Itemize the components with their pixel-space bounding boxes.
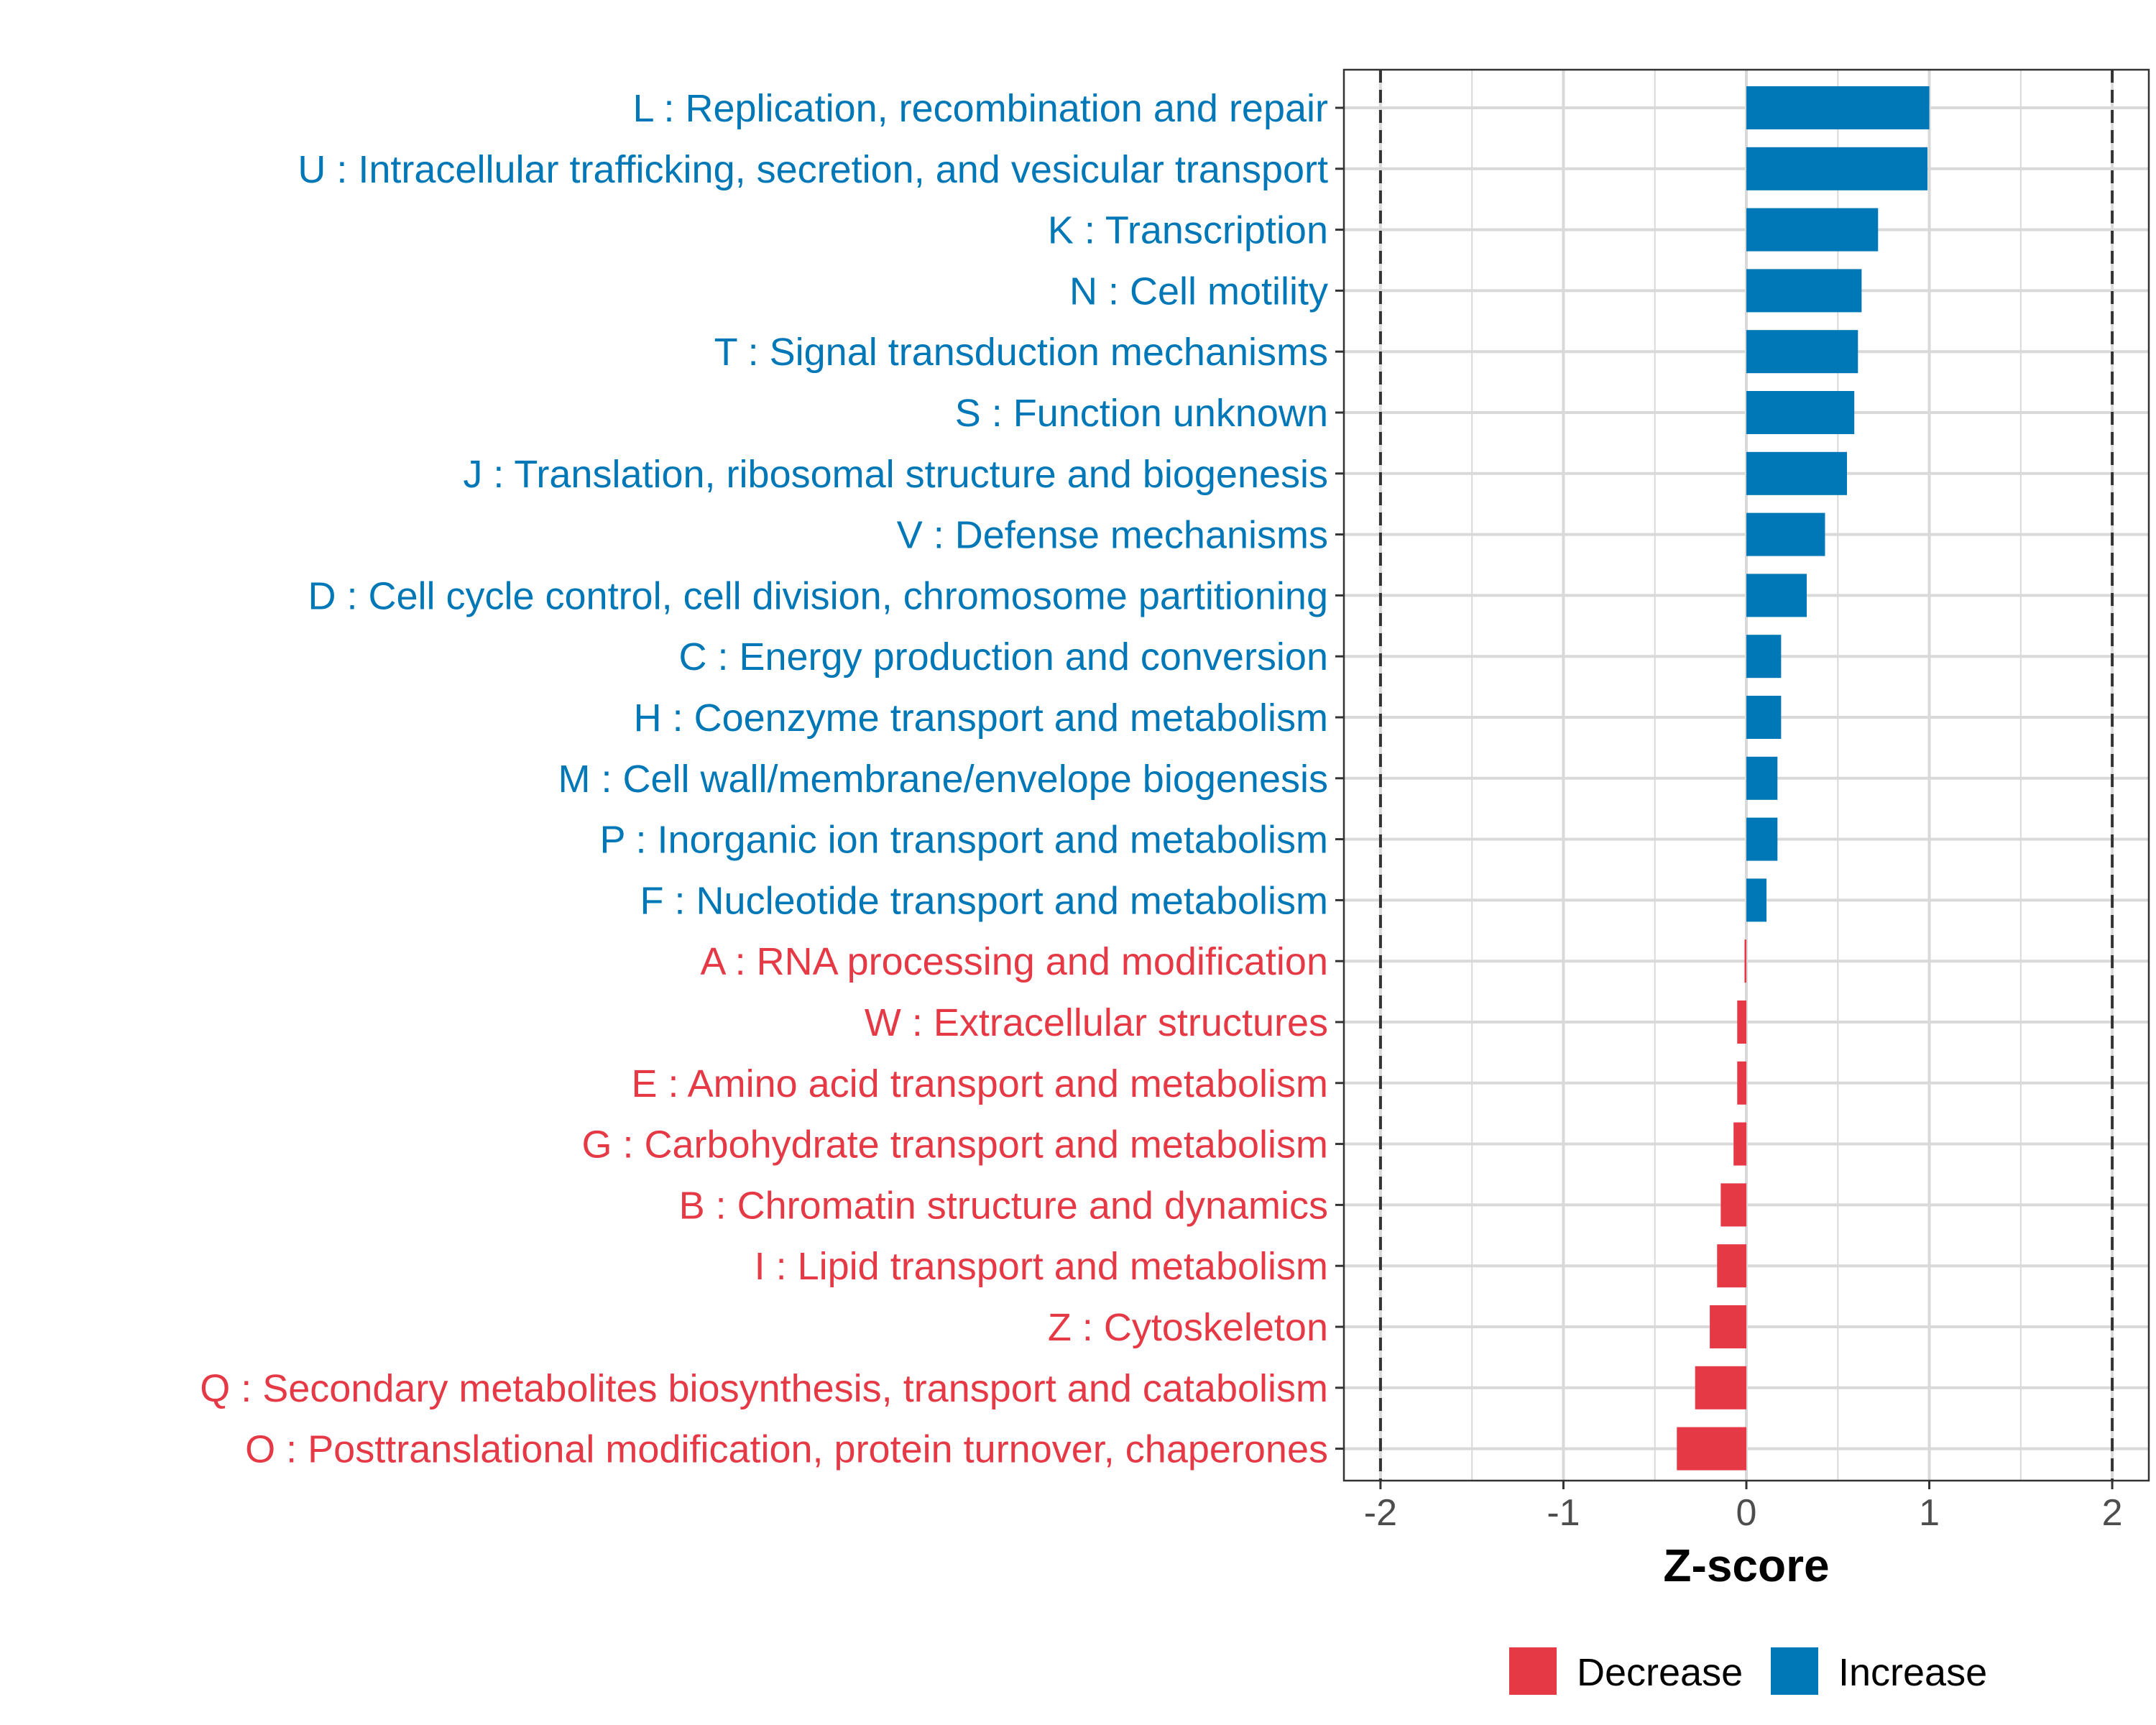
category-label: H : Coenzyme transport and metabolism <box>634 696 1328 740</box>
x-tick-label: 2 <box>2102 1492 2123 1534</box>
category-label: O : Posttranslational modification, prot… <box>245 1428 1328 1471</box>
bar <box>1746 574 1807 617</box>
bar <box>1746 269 1862 313</box>
category-label: T : Signal transduction mechanisms <box>714 331 1328 374</box>
bar <box>1744 939 1746 983</box>
category-label: I : Lipid transport and metabolism <box>755 1245 1328 1288</box>
legend-swatch-decrease <box>1509 1647 1557 1695</box>
bar <box>1746 330 1858 374</box>
bars <box>1677 86 1930 1471</box>
bar <box>1746 817 1778 861</box>
category-label: S : Function unknown <box>955 392 1328 435</box>
x-tick-label: 0 <box>1736 1492 1757 1534</box>
bar <box>1720 1183 1746 1227</box>
legend-label-decrease: Decrease <box>1577 1651 1743 1694</box>
category-label: J : Translation, ribosomal structure and… <box>463 453 1328 496</box>
bar <box>1746 696 1782 739</box>
bar <box>1717 1244 1746 1288</box>
legend-swatch-increase <box>1771 1647 1818 1695</box>
bar <box>1746 391 1855 434</box>
category-label: Z : Cytoskeleton <box>1048 1306 1328 1349</box>
bar <box>1746 756 1778 800</box>
bar <box>1746 512 1825 556</box>
bar <box>1746 208 1879 252</box>
category-labels: L : Replication, recombination and repai… <box>200 87 1328 1471</box>
category-label: W : Extracellular structures <box>865 1001 1328 1044</box>
category-label: L : Replication, recombination and repai… <box>632 87 1328 130</box>
bar <box>1737 1000 1746 1044</box>
category-label: N : Cell motility <box>1069 270 1328 313</box>
legend: Decrease Increase <box>1509 1647 1987 1695</box>
category-label: A : RNA processing and modification <box>701 940 1328 983</box>
x-axis-ticks: -2 -1 0 1 2 <box>1364 1481 2123 1534</box>
x-tick-label: 1 <box>1919 1492 1940 1534</box>
category-label: F : Nucleotide transport and metabolism <box>640 879 1328 922</box>
category-label: K : Transcription <box>1048 209 1328 252</box>
reference-lines <box>1378 70 2114 1481</box>
category-label: M : Cell wall/membrane/envelope biogenes… <box>558 758 1328 801</box>
bar <box>1746 878 1766 922</box>
bar <box>1746 635 1782 678</box>
x-tick-label: -2 <box>1364 1492 1397 1534</box>
y-axis-ticks <box>1335 106 1344 1450</box>
bar <box>1695 1366 1746 1409</box>
category-label: G : Carbohydrate transport and metabolis… <box>582 1123 1329 1167</box>
category-label: U : Intracellular trafficking, secretion… <box>298 148 1328 191</box>
category-label: P : Inorganic ion transport and metaboli… <box>599 819 1328 862</box>
category-label: C : Energy production and conversion <box>678 635 1328 678</box>
bar <box>1733 1122 1746 1166</box>
category-label: E : Amino acid transport and metabolism <box>632 1062 1328 1105</box>
bar <box>1746 451 1847 495</box>
bar <box>1746 147 1927 190</box>
category-label: B : Chromatin structure and dynamics <box>679 1184 1328 1227</box>
category-label: V : Defense mechanisms <box>897 514 1328 557</box>
x-axis-title: Z-score <box>1663 1540 1829 1591</box>
bar <box>1710 1305 1746 1348</box>
x-tick-label: -1 <box>1547 1492 1580 1534</box>
bar <box>1737 1061 1746 1105</box>
category-label: Q : Secondary metabolites biosynthesis, … <box>200 1367 1328 1410</box>
category-label: D : Cell cycle control, cell division, c… <box>308 574 1328 617</box>
bar <box>1746 86 1930 129</box>
legend-label-increase: Increase <box>1838 1651 1987 1694</box>
bar <box>1677 1427 1746 1471</box>
